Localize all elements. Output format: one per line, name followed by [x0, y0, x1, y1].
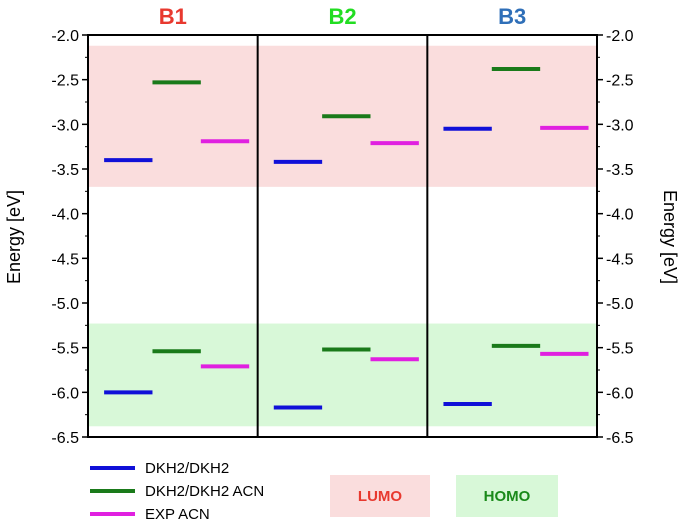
legend: DKH2/DKH2 DKH2/DKH2 ACN EXP ACN LUMO HOMO: [90, 460, 558, 523]
panel-title-b2: B2: [328, 4, 356, 29]
y-tick-label-right: -6.5: [606, 430, 634, 447]
panel-title-b3: B3: [498, 4, 526, 29]
y-tick-label-right: -5.5: [606, 341, 634, 358]
y-tick-label-left: -3.5: [51, 162, 79, 179]
legend-badge-label: LUMO: [358, 488, 402, 505]
y-tick-label-left: -4.5: [51, 251, 79, 268]
legend-label: EXP ACN: [145, 506, 210, 523]
bands-layer: [88, 45, 597, 427]
y-tick-label-right: -6.0: [606, 385, 634, 402]
legend-badge-label: HOMO: [484, 488, 531, 505]
y-tick-label-left: -2.0: [51, 28, 79, 45]
legend-badge-lumo: [330, 475, 430, 517]
y-tick-label-right: -2.5: [606, 73, 634, 90]
titles-layer: Energy [eV] Energy [eV] B1 B2 B3: [4, 4, 680, 284]
y-tick-label-left: -5.5: [51, 341, 79, 358]
y-tick-label-left: -6.5: [51, 430, 79, 447]
legend-badge-homo: [456, 475, 558, 517]
y-tick-label-right: -4.5: [606, 251, 634, 268]
panel-title-b1: B1: [159, 4, 187, 29]
y-tick-label-left: -6.0: [51, 385, 79, 402]
legend-label: DKH2/DKH2: [145, 460, 229, 477]
y-axis-title-left: Energy [eV]: [4, 190, 24, 284]
y-tick-label-left: -4.0: [51, 207, 79, 224]
y-axis-title-right: Energy [eV]: [660, 190, 680, 284]
y-tick-label-left: -3.0: [51, 117, 79, 134]
levels-layer: [104, 66, 589, 410]
y-tick-label-right: -3.5: [606, 162, 634, 179]
ticks-layer: -2.0 -2.0 -2.5 -2.5 -3.0 -3.0 -3.5 -3.5 -4.0 -4.0…: [51, 28, 633, 447]
band-homo: [88, 323, 597, 427]
y-tick-label-right: -4.0: [606, 207, 634, 224]
y-tick-label-right: -5.0: [606, 296, 634, 313]
y-tick-label-right: -3.0: [606, 117, 634, 134]
y-tick-label-left: -5.0: [51, 296, 79, 313]
y-tick-label-right: -2.0: [606, 28, 634, 45]
legend-label: DKH2/DKH2 ACN: [145, 483, 264, 500]
y-tick-label-left: -2.5: [51, 73, 79, 90]
